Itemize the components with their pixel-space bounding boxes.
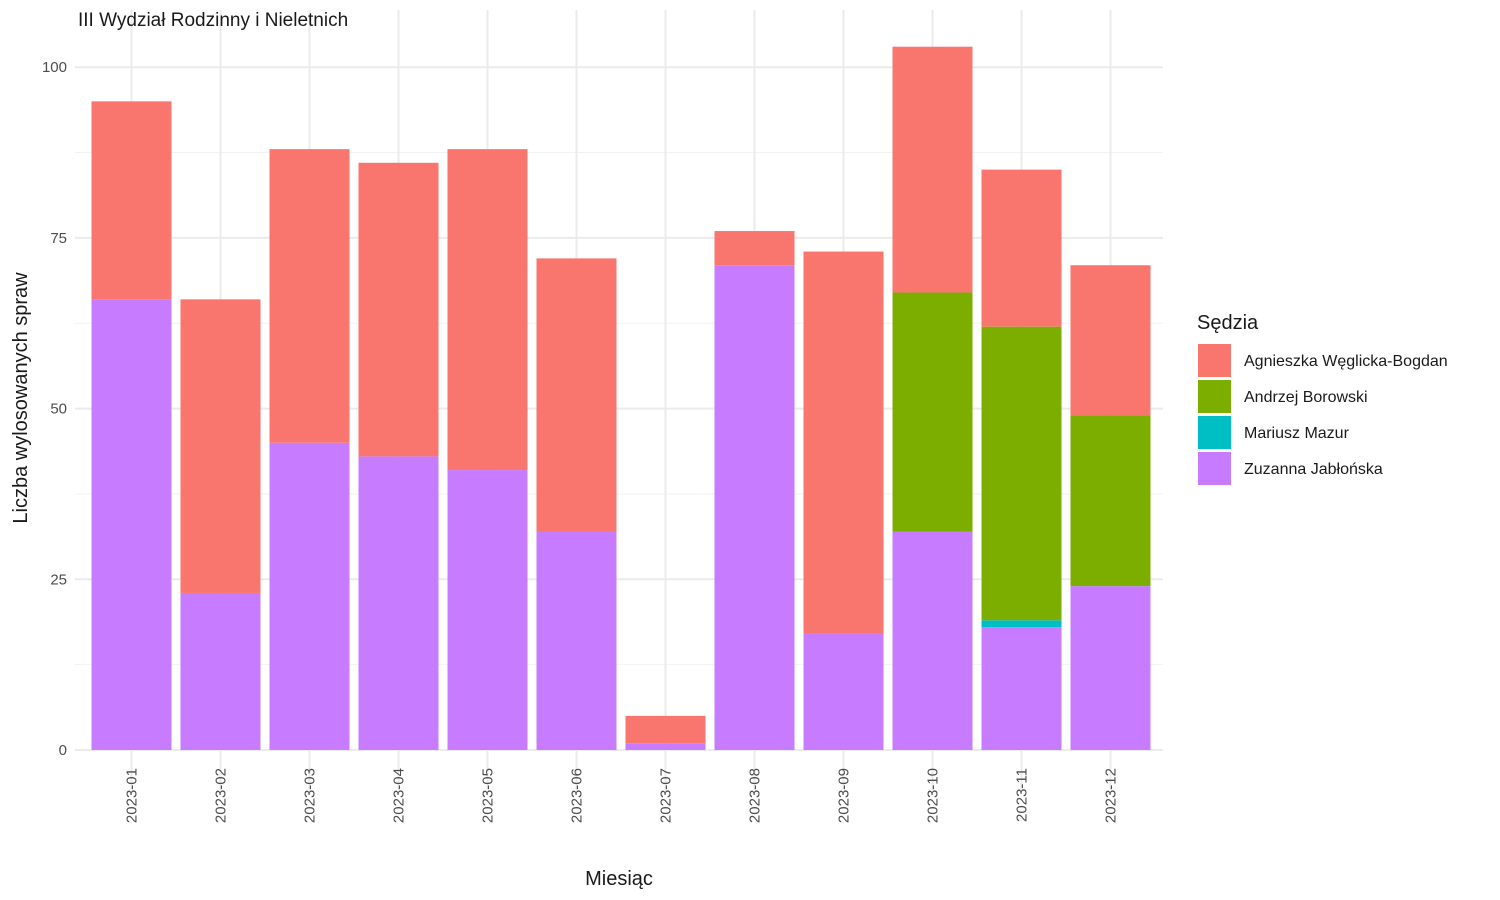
bar-segment — [981, 326, 1062, 621]
y-tick-label: 50 — [50, 401, 67, 418]
y-axis-title: Liczba wylosowanych spraw — [10, 272, 32, 524]
legend-title: Sędzia — [1197, 312, 1259, 334]
x-tick-label: 2023-06 — [569, 768, 586, 823]
y-tick-label: 100 — [42, 59, 67, 76]
bar-segment — [91, 299, 172, 750]
bar-segment — [625, 715, 706, 744]
legend-swatch — [1198, 344, 1231, 377]
legend-swatch — [1198, 380, 1231, 413]
chart-title: III Wydział Rodzinny i Nieletnich — [78, 10, 348, 31]
bar-segment — [981, 627, 1062, 750]
bar-segment — [1070, 415, 1151, 587]
legend-swatch — [1198, 416, 1231, 449]
legend-item-label: Mariusz Mazur — [1244, 425, 1350, 442]
bar-segment — [447, 470, 528, 750]
bar-segment — [447, 149, 528, 471]
bar-segment — [358, 162, 439, 457]
x-tick-label: 2023-08 — [747, 768, 764, 823]
bar-segment — [981, 620, 1062, 628]
x-axis-title: Miesiąc — [585, 868, 653, 890]
bar-segment — [91, 101, 172, 300]
y-tick-label: 25 — [50, 571, 67, 588]
bar-segment — [892, 46, 973, 293]
x-tick-label: 2023-04 — [391, 768, 408, 823]
legend-item-label: Zuzanna Jabłońska — [1244, 461, 1383, 478]
y-axis-ticks: 0 25 50 75 100 — [42, 59, 67, 759]
bar-segment — [714, 265, 795, 750]
bar-segment — [358, 456, 439, 750]
x-tick-label: 2023-10 — [925, 768, 942, 823]
bar-segment — [981, 169, 1062, 327]
x-tick-label: 2023-05 — [480, 768, 497, 823]
x-axis-ticks: 2023-01 2023-02 2023-03 2023-04 2023-05 2023-… — [124, 768, 1120, 823]
bar-segment — [269, 442, 350, 750]
bar-segment — [625, 743, 706, 750]
bar-segment — [536, 258, 617, 532]
legend-item-label: Andrzej Borowski — [1244, 389, 1368, 406]
bar-segment — [892, 531, 973, 750]
bar-segment — [180, 592, 261, 750]
bars — [91, 46, 1151, 750]
legend-swatch — [1198, 452, 1231, 485]
bar-segment — [1070, 586, 1151, 750]
x-tick-label: 2023-12 — [1103, 768, 1120, 823]
x-tick-label: 2023-07 — [658, 768, 675, 823]
bar-segment — [180, 299, 261, 593]
y-tick-label: 0 — [59, 742, 67, 759]
x-tick-label: 2023-01 — [124, 768, 141, 823]
legend: Sędzia Agnieszka Węglicka-Bogdan Andrzej … — [1197, 312, 1448, 485]
bar-segment — [714, 231, 795, 266]
bar-segment — [269, 149, 350, 443]
bar-segment — [803, 251, 884, 634]
bar-segment — [803, 633, 884, 750]
bar-segment — [536, 531, 617, 750]
x-tick-label: 2023-03 — [302, 768, 319, 823]
x-tick-label: 2023-11 — [1014, 768, 1031, 822]
x-tick-label: 2023-09 — [836, 768, 853, 823]
y-tick-label: 75 — [50, 230, 67, 247]
bar-segment — [1070, 265, 1151, 416]
legend-item-label: Agnieszka Węglicka-Bogdan — [1244, 353, 1448, 370]
bar-segment — [892, 292, 973, 532]
x-tick-label: 2023-02 — [213, 768, 230, 823]
